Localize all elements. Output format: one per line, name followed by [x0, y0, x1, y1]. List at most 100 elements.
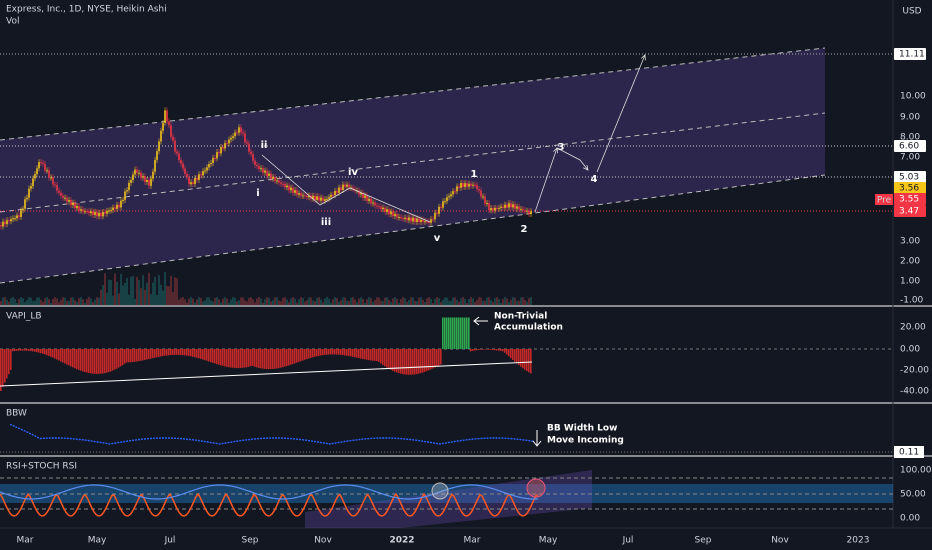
vapi-bar: [102, 349, 104, 374]
vapi-bar: [322, 349, 324, 356]
candle-body: [446, 197, 448, 202]
candle-body: [400, 216, 402, 219]
candle-body: [460, 183, 462, 188]
volume-bar: [266, 297, 268, 305]
vapi-bar: [182, 349, 184, 356]
vapi-bar: [352, 349, 354, 357]
rsi-lines: [0, 484, 539, 517]
vapi-bar: [220, 349, 222, 366]
vapi-bar: [470, 349, 472, 352]
candle-body: [96, 211, 98, 217]
volume-bar: [318, 297, 320, 305]
note-arrow: [473, 316, 488, 326]
volume-bar: [140, 288, 142, 305]
volume-bar: [120, 273, 122, 305]
vapi-bar: [460, 317, 462, 349]
candle-body: [58, 190, 60, 193]
candle-body: [302, 195, 304, 197]
vapi-bar: [284, 349, 286, 367]
volume-bar: [528, 298, 530, 305]
vapi-bar: [388, 349, 390, 369]
candle-body: [28, 188, 30, 198]
candle-body: [176, 151, 178, 154]
candle-body: [38, 162, 40, 169]
candle-body: [234, 132, 236, 137]
volume-bar: [460, 298, 462, 305]
volume-bar: [400, 299, 402, 305]
vapi-bar: [260, 349, 262, 369]
volume-bar: [526, 301, 528, 305]
vapi-bar: [508, 349, 510, 357]
stoch-rsi: [0, 492, 539, 517]
volume-bar: [434, 299, 436, 305]
candle-body: [188, 176, 190, 185]
vapi-bar: [272, 349, 274, 369]
candle-body: [482, 196, 484, 198]
candle-body: [130, 180, 132, 183]
volume-bar: [106, 292, 108, 305]
vapi-bar: [214, 349, 216, 364]
candle-body: [266, 170, 268, 176]
candle-body: [244, 133, 246, 143]
vapi-bar: [78, 349, 80, 370]
candle-body: [408, 217, 410, 221]
volume-bar: [448, 300, 450, 305]
candle-body: [384, 207, 386, 212]
volume-bar: [108, 279, 110, 305]
volume-bar: [178, 299, 180, 305]
vapi-bar: [456, 317, 458, 349]
candle-body: [268, 173, 270, 176]
candle-body: [92, 211, 94, 215]
volume-bar: [286, 299, 288, 305]
candle-body: [144, 176, 146, 182]
vapi-bar: [358, 349, 360, 359]
candle-body: [388, 209, 390, 215]
price-axis-label: 9.00: [900, 113, 920, 123]
volume-bar: [282, 297, 284, 305]
candle-body: [396, 213, 398, 218]
candle-body: [308, 195, 310, 198]
volume-bar: [28, 297, 30, 305]
volume-bar: [54, 297, 56, 305]
volume-bar: [394, 297, 396, 305]
volume-bar: [396, 298, 398, 305]
vapi-bar: [468, 317, 470, 349]
candle-body: [64, 197, 66, 199]
candle-body: [372, 202, 374, 204]
vapi-bar: [8, 349, 10, 375]
vapi-bar: [478, 349, 480, 350]
volume-bar: [514, 297, 516, 305]
candle-body: [164, 110, 166, 123]
candle-body: [194, 178, 196, 184]
candle-body: [454, 191, 456, 193]
candle-body: [104, 212, 106, 214]
vapi-bar: [34, 349, 36, 352]
vapi-bar: [510, 349, 512, 359]
vapi-bar: [170, 349, 172, 356]
volume-bar: [64, 297, 66, 305]
chart-title: Express, Inc., 1D, NYSE, Heikin Ashi: [6, 5, 167, 15]
vapi-bar: [212, 349, 214, 363]
candle-body: [436, 212, 438, 214]
volume-bar: [398, 302, 400, 305]
candle-body: [30, 186, 32, 189]
volume-bar: [364, 302, 366, 305]
candle-body: [332, 194, 334, 196]
volume-bar: [212, 301, 214, 305]
vapi-bar: [472, 349, 474, 351]
vapi-bar: [422, 349, 424, 373]
candle-body: [158, 141, 160, 152]
price-tag-label: 3.56: [899, 184, 919, 194]
volume-bar: [58, 302, 60, 305]
volume-bar: [250, 297, 252, 305]
candle-body: [240, 127, 242, 133]
volume-bar: [324, 298, 326, 305]
x-axis-label: 2023: [847, 536, 870, 546]
price-tag-label: 3.47: [899, 207, 919, 217]
vapi-bar: [368, 349, 370, 361]
vapi-bar: [414, 349, 416, 375]
vapi-bar: [334, 349, 336, 355]
volume-bar: [312, 300, 314, 305]
volume-bar: [354, 299, 356, 305]
price-axis-label: 2.00: [900, 257, 920, 267]
